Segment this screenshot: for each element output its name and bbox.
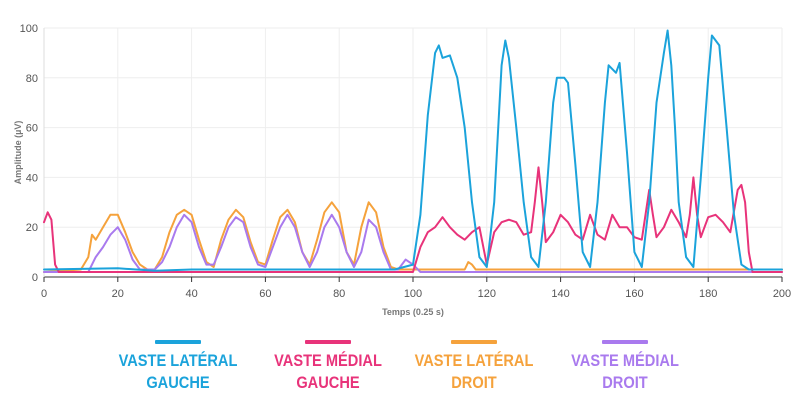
y-axis-title: Amplitude (µV) (13, 121, 23, 185)
legend-swatch (602, 340, 648, 344)
y-tick-label: 20 (26, 222, 38, 234)
chart-legend: VASTE LATÉRAL GAUCHE VASTE MÉDIAL GAUCHE… (0, 340, 800, 415)
legend-label-line: VASTE MÉDIAL (274, 351, 382, 370)
y-tick-label: 40 (26, 172, 38, 184)
legend-label-line: VASTE MÉDIAL (571, 351, 679, 370)
x-tick-label: 120 (478, 288, 496, 300)
x-tick-label: 0 (41, 288, 47, 300)
chart-grid (44, 27, 783, 277)
chart-tick-labels: 0 20 40 60 80 100 120 140 160 180 200 0 20 40 60 80 100 (20, 23, 792, 300)
x-axis-title: Temps (0.25 s) (382, 307, 444, 317)
legend-label-line: GAUCHE (296, 373, 360, 392)
x-tick-label: 180 (699, 288, 717, 300)
legend-label-line: DROIT (602, 373, 648, 392)
y-tick-label: 80 (26, 73, 38, 85)
x-tick-label: 60 (259, 288, 271, 300)
x-tick-label: 200 (773, 288, 791, 300)
chart-axes (43, 28, 783, 282)
y-tick-label: 60 (26, 123, 38, 135)
legend-label: VASTE LATÉRAL DROIT (401, 350, 547, 394)
y-tick-label: 0 (32, 272, 38, 284)
legend-label: VASTE MÉDIAL GAUCHE (255, 350, 401, 394)
series-line-vaste-m-dial-droit (43, 213, 783, 273)
legend-label-line: GAUCHE (146, 373, 210, 392)
x-tick-label: 140 (551, 288, 569, 300)
legend-label: VASTE LATÉRAL GAUCHE (105, 350, 251, 394)
x-tick-label: 40 (185, 288, 197, 300)
x-tick-label: 160 (625, 288, 643, 300)
legend-item-vaste-lateral-gauche[interactable]: VASTE LATÉRAL GAUCHE (93, 340, 263, 394)
legend-label-line: DROIT (451, 373, 497, 392)
legend-swatch (451, 340, 497, 344)
legend-swatch (305, 340, 351, 344)
legend-label-line: VASTE LATÉRAL (118, 351, 238, 370)
chart-series (43, 29, 783, 273)
legend-swatch (155, 340, 201, 344)
legend-item-vaste-lateral-droit[interactable]: VASTE LATÉRAL DROIT (389, 340, 559, 394)
series-line-vaste-lat-ral-droit (43, 201, 783, 273)
x-tick-label: 100 (404, 288, 422, 300)
legend-item-vaste-medial-gauche[interactable]: VASTE MÉDIAL GAUCHE (243, 340, 413, 394)
legend-label: VASTE MÉDIAL DROIT (552, 350, 698, 394)
x-tick-label: 80 (333, 288, 345, 300)
series-line-vaste-m-dial-gauche (43, 166, 783, 273)
series-line-vaste-lat-ral-gauche (43, 29, 783, 272)
x-tick-label: 20 (112, 288, 124, 300)
legend-item-vaste-medial-droit[interactable]: VASTE MÉDIAL DROIT (540, 340, 710, 394)
legend-label-line: VASTE LATÉRAL (414, 351, 534, 370)
emg-line-chart: 0 20 40 60 80 100 120 140 160 180 200020406080100 … (13, 23, 792, 317)
y-tick-label: 100 (20, 23, 38, 35)
